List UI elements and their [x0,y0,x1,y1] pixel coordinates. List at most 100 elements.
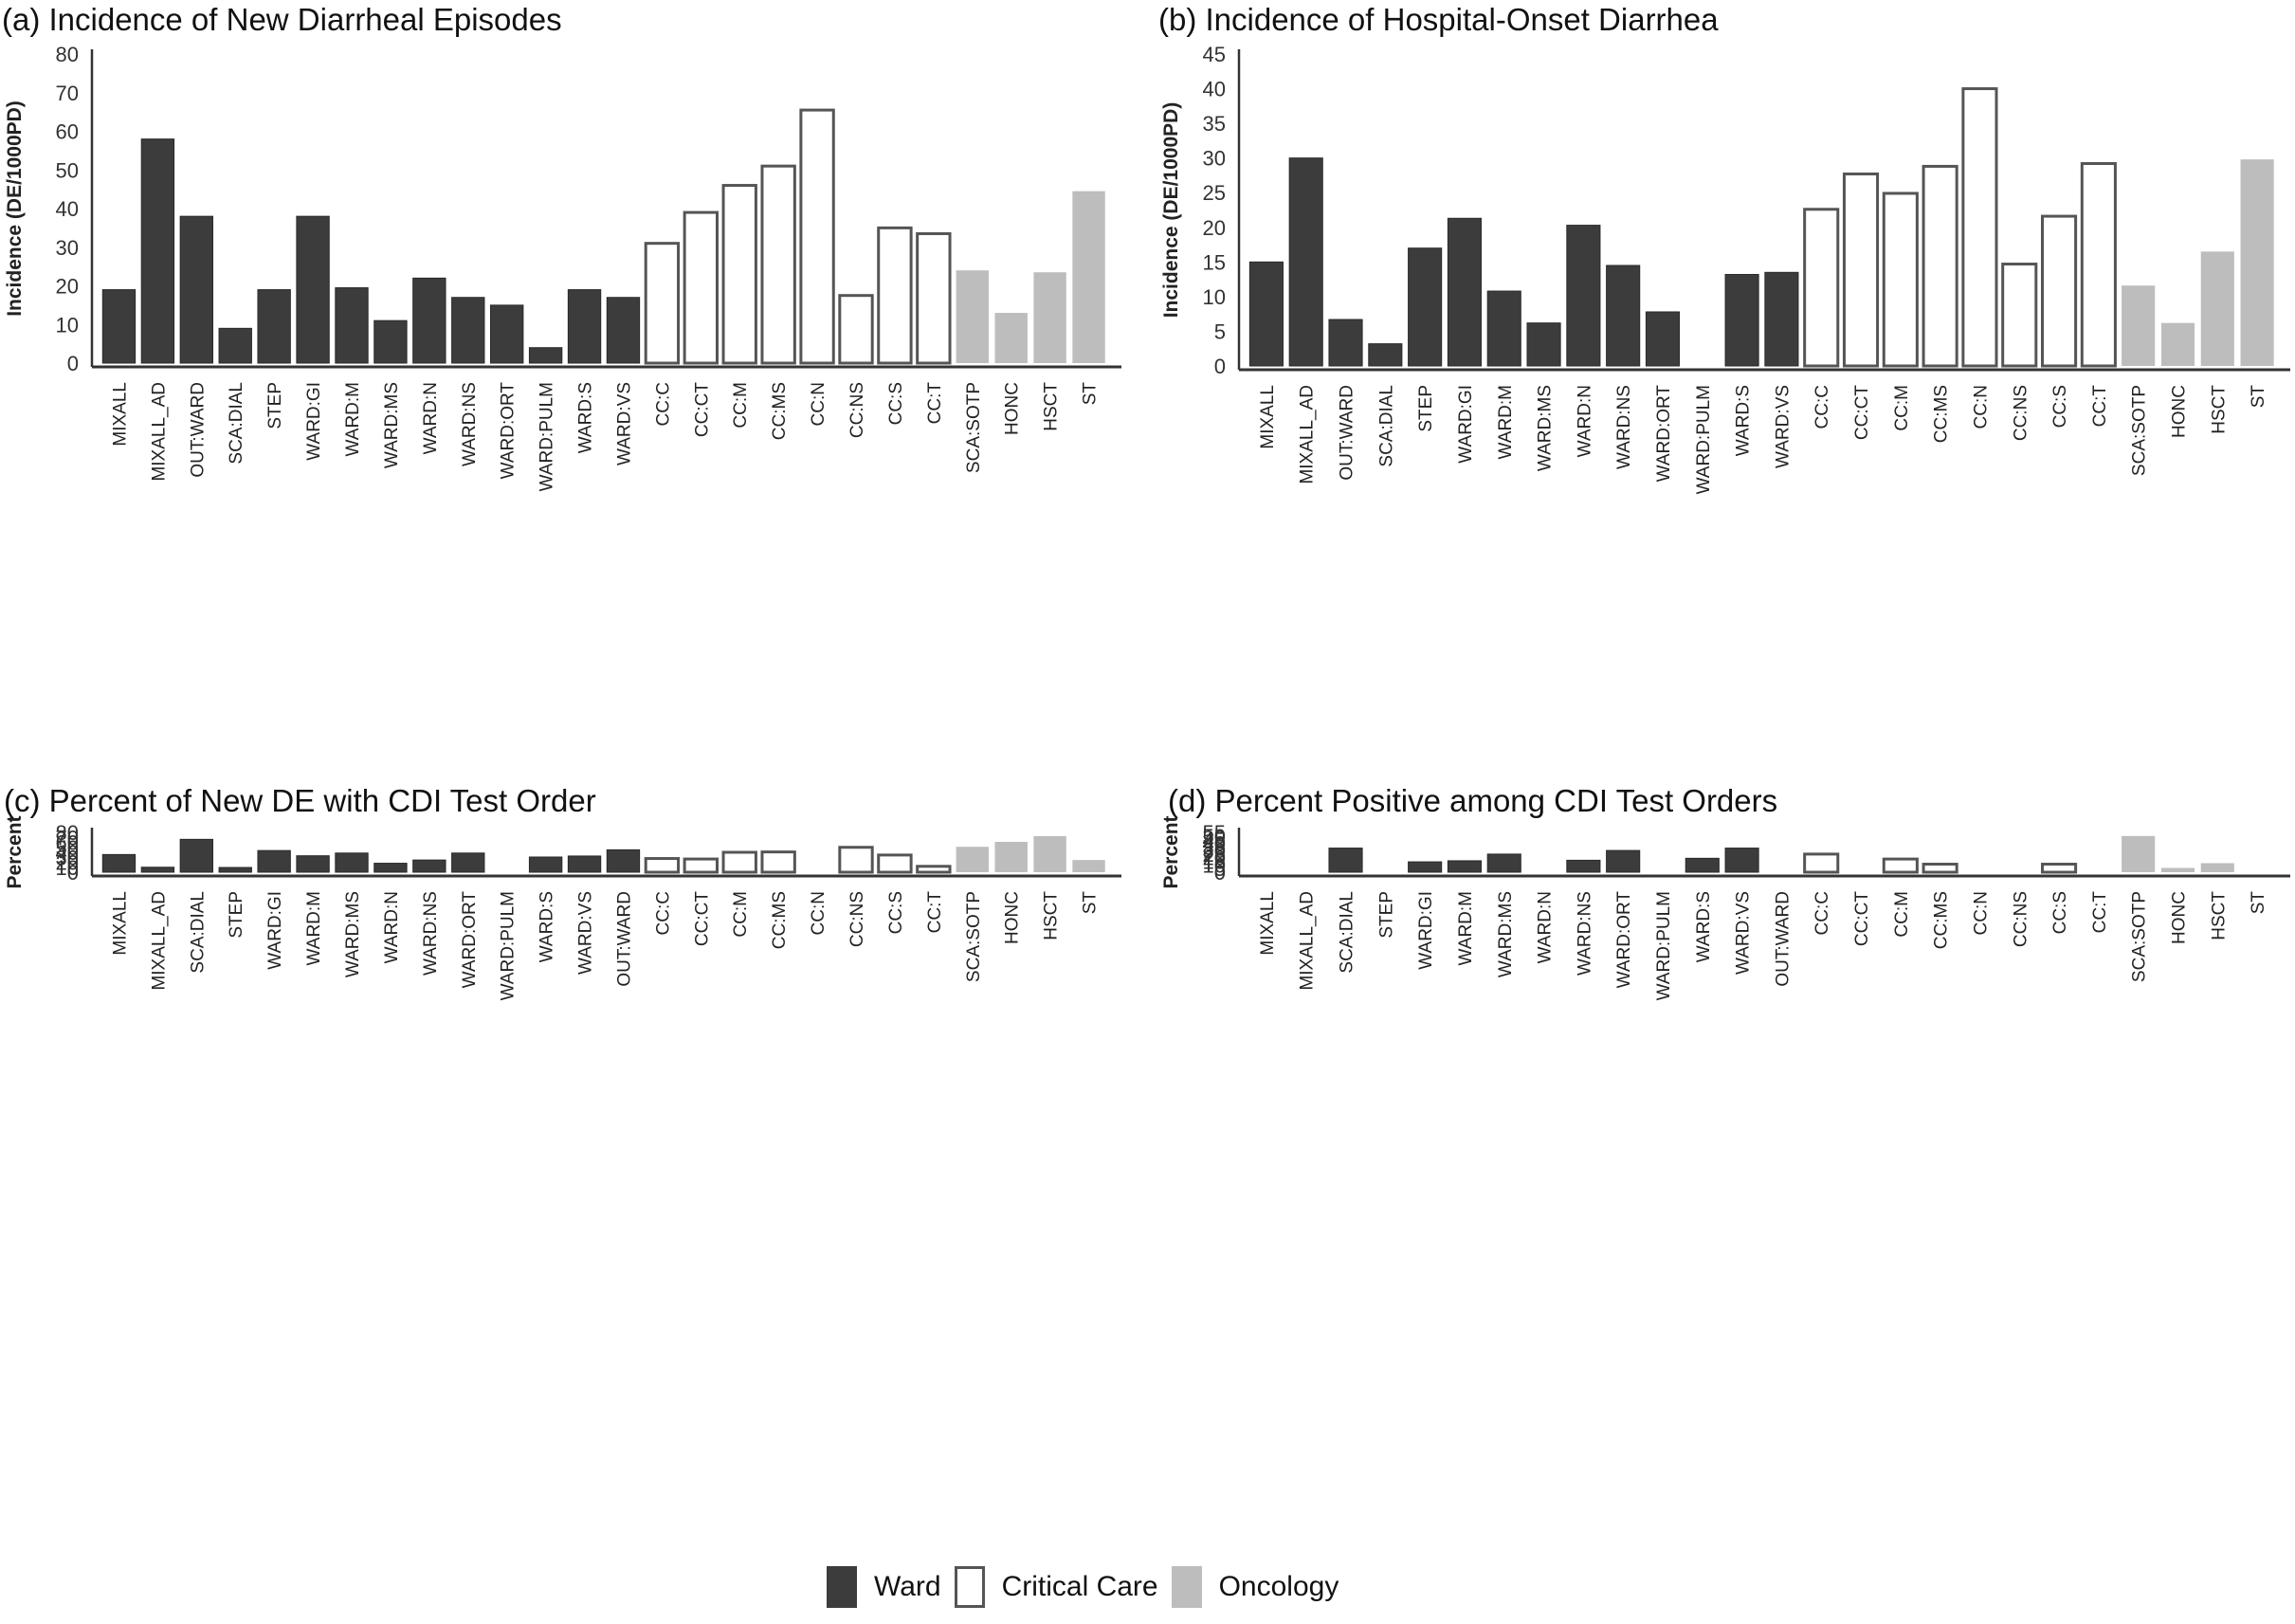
bar-cc-m [721,850,757,874]
bar-ward-gi [296,215,330,364]
bar-cc-ns [2001,263,2038,368]
y-tick-label: 30 [56,846,79,869]
x-tick-label: WARD:VS [614,382,634,465]
x-tick-label: CC:CT [692,891,712,946]
x-tick-label: CC:S [886,891,906,934]
x-tick-label: HSCT [1042,891,1062,940]
bar-cc-ms [760,850,796,874]
bar-ward-gi [1447,217,1483,367]
x-tick-label: WARD:VS [576,891,596,975]
legend-item-oncology: Oncology [1171,1566,1339,1608]
bar-ward-ns [451,297,485,364]
x-tick-label: WARD:GI [1416,891,1436,970]
y-tick-label: 0 [67,861,79,885]
bar-cc-m [1882,192,1919,368]
bar-cc-s [2040,214,2078,368]
y-tick-label: 30 [1203,839,1226,863]
x-tick-label: HONC [2169,891,2189,944]
y-tick-label: 35 [1203,112,1226,136]
y-tick-label: 10 [56,856,79,880]
x-tick-label: WARD:NS [1614,385,1634,469]
bar-ward-ns [1606,265,1641,367]
x-tick-label: SCA:DIAL [188,891,208,974]
bar-mixall-ad [140,867,175,873]
x-tick-label: WARD:NS [1575,891,1594,976]
bar-cc-n [1961,87,1998,368]
x-tick-label: OUT:WARD [188,382,208,478]
y-tick-label: 60 [56,831,79,855]
x-tick-label: MIXALL_AD [1298,385,1318,484]
bar-ward-s [528,856,563,873]
y-tick-label: 45 [1203,43,1226,66]
bar-st [2240,159,2274,366]
y-tick-label: 5 [1214,857,1226,881]
bar-ward-s [567,289,602,364]
x-tick-label: CC:M [731,891,751,938]
bar-ward-m [1447,860,1483,873]
x-tick-label: WARD:M [304,891,324,965]
bar-cc-ms [1922,164,1958,368]
y-tick-label: 15 [1203,250,1226,274]
x-tick-label: CC:M [1892,385,1912,431]
x-tick-label: MIXALL [110,891,130,956]
bar-cc-t [916,231,952,365]
y-tick-label: 10 [1203,285,1226,309]
bar-ward-n [373,863,408,873]
x-tick-label: CC:T [2090,385,2110,428]
x-tick-label: WARD:VS [1734,891,1754,975]
bar-sca-sotp [956,270,989,363]
legend-swatch-ward [827,1566,857,1608]
bar-out-ward [179,215,213,364]
bar-honc [994,841,1028,872]
y-tick-label: 30 [1203,147,1226,171]
x-tick-label: WARD:S [576,382,596,453]
x-tick-label: MIXALL [110,382,130,447]
bar-cc-c [1803,852,1840,874]
y-tick-label: 0 [1214,861,1226,885]
bar-cc-ns [838,294,874,365]
x-tick-label: WARD:M [1496,385,1516,459]
bar-mixall [101,853,137,873]
x-tick-label: CC:T [925,891,945,934]
y-axis-label: Incidence (DE/1000PD) [1160,102,1182,319]
x-tick-label: WARD:MS [1536,385,1556,471]
x-tick-label: MIXALL [1258,385,1278,449]
x-tick-label: HONC [2169,385,2189,438]
legend-label-critical-care: Critical Care [1001,1571,1158,1602]
y-tick-label: 25 [1203,181,1226,205]
x-tick-label: CC:N [1971,385,1991,429]
x-tick-label: OUT:WARD [614,891,634,987]
bar-cc-ct [683,857,719,874]
x-tick-label: CC:C [1812,385,1832,429]
bar-ward-ort [451,852,485,873]
x-tick-label: WARD:GI [265,891,285,970]
x-tick-label: STEP [265,382,285,429]
bar-ward-ort [490,304,524,364]
x-tick-label: OUT:WARD [1338,385,1357,481]
bar-sca-sotp [956,847,989,872]
bar-cc-c [1803,208,1840,368]
bar-mixall-ad [1288,157,1323,367]
legend-label-ward: Ward [874,1571,941,1602]
bar-cc-ns [838,846,874,874]
y-tick-label: 20 [1203,847,1226,870]
bar-hsct [2200,251,2234,366]
bar-ward-ms [335,852,369,873]
bar-cc-c [644,242,681,365]
legend-label-oncology: Oncology [1218,1571,1339,1602]
x-tick-label: WARD:PULM [499,891,519,1000]
x-tick-label: WARD:GI [1456,385,1476,464]
y-tick-label: 5 [1214,319,1226,343]
bar-ward-ort [1645,311,1681,367]
bar-cc-m [721,184,757,365]
y-tick-label: 10 [56,313,79,337]
bar-cc-s [877,853,913,874]
x-tick-label: MIXALL_AD [149,382,169,482]
x-tick-label: SCA:DIAL [1338,891,1357,974]
bar-ward-m [296,855,330,873]
x-tick-label: WARD:M [343,382,363,456]
bar-cc-m [1882,857,1919,874]
x-tick-label: CC:NS [847,891,867,947]
y-axis-label: Percent [1160,815,1182,888]
